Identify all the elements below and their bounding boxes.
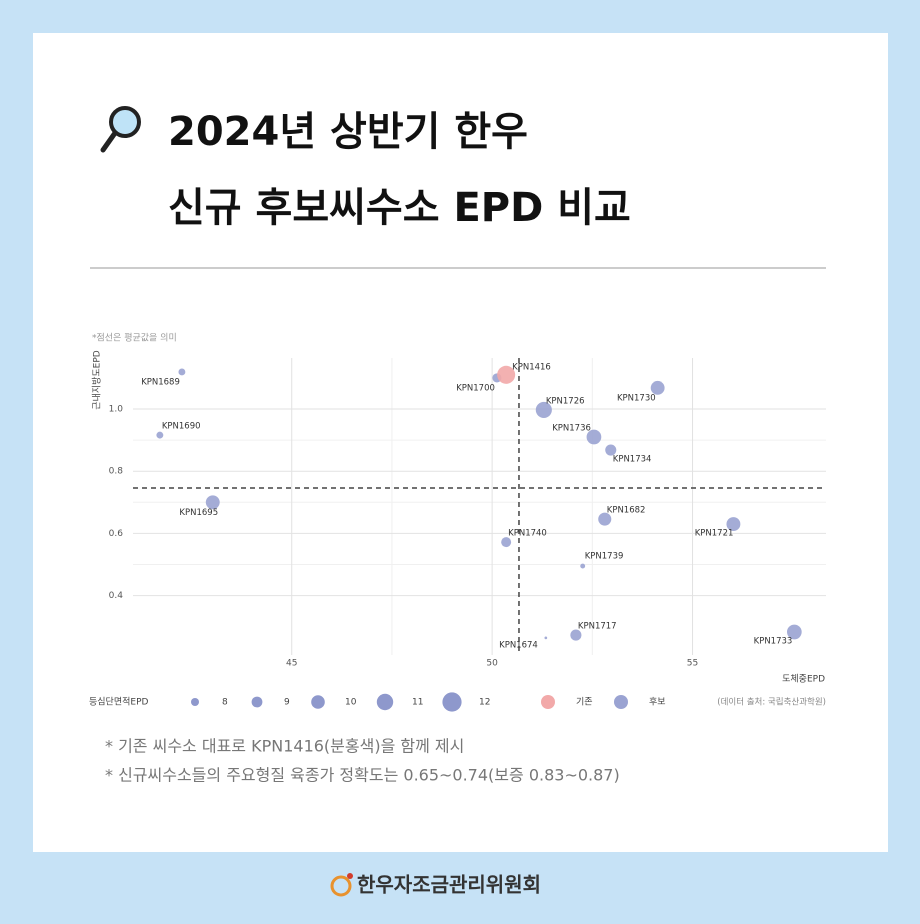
bubble [650, 380, 665, 395]
point-label: KPN1739 [585, 552, 624, 562]
bubble [497, 365, 516, 384]
point-label: KPN1721 [695, 529, 734, 539]
note: * 기존 씨수소 대표로 KPN1416(분홍색)을 함께 제시 [105, 737, 464, 756]
bubble [586, 429, 602, 445]
bubble [570, 629, 582, 641]
magnifier-icon [100, 106, 141, 153]
legend-label: 후보 [649, 697, 666, 708]
bubble [535, 401, 552, 418]
point-label: KPN1416 [512, 362, 551, 372]
x-tick-label: 55 [687, 659, 698, 669]
size-legend-key [191, 698, 199, 706]
y-tick-label: 0.6 [109, 529, 124, 539]
y-axis-label: 근내지방도EPD [92, 350, 103, 410]
legend-label: 기존 [576, 697, 593, 708]
size-legend-key [442, 692, 462, 712]
size-legend-label: 10 [345, 698, 357, 708]
bubble [726, 517, 741, 532]
footer-logo [330, 873, 353, 897]
chart-note: *점선은 평균값을 의미 [92, 332, 177, 344]
size-legend-label: 9 [284, 698, 290, 708]
y-tick-label: 1.0 [109, 405, 124, 415]
y-tick-label: 0.4 [109, 591, 124, 601]
size-legend-label: 12 [479, 698, 490, 708]
source: (데이터 출처: 국립축산과학원) [717, 697, 826, 708]
point-label: KPN1740 [508, 529, 547, 539]
point-label: KPN1682 [607, 506, 646, 516]
bubble [605, 444, 617, 456]
point-label: KPN1730 [617, 393, 656, 403]
size-legend-label: 11 [412, 698, 423, 708]
title-line: 신규 후보씨수소 EPD 비교 [168, 185, 631, 231]
point-label: KPN1690 [162, 422, 201, 432]
legend-key [541, 695, 555, 709]
legend-key [614, 695, 628, 709]
note: * 신규씨수소들의 주요형질 육종가 정확도는 0.65~0.74(보증 0.8… [105, 766, 620, 785]
bubble [598, 512, 612, 526]
bubble [786, 624, 802, 640]
size-legend-key [251, 696, 263, 708]
size-legend-label: 8 [222, 698, 228, 708]
y-tick-label: 0.8 [109, 467, 124, 477]
size-legend-title: 등심단면적EPD [89, 696, 149, 708]
card [33, 33, 888, 852]
bubble [580, 563, 586, 569]
point-label: KPN1695 [179, 508, 218, 518]
point-label: KPN1674 [499, 640, 538, 650]
point-label: KPN1700 [456, 383, 495, 393]
point-label: KPN1689 [141, 377, 180, 387]
point-label: KPN1726 [546, 396, 585, 406]
bubble [205, 495, 220, 510]
footer-org: 한우자조금관리위원회 [357, 873, 541, 897]
bubble [501, 537, 512, 548]
x-tick-label: 45 [286, 659, 297, 669]
point-label: KPN1736 [552, 423, 591, 433]
size-legend-key [376, 693, 394, 711]
title-line: 2024년 상반기 한우 [168, 109, 528, 155]
point-label: KPN1733 [754, 636, 793, 646]
x-axis-label: 도체중EPD [782, 674, 825, 685]
x-tick-label: 50 [486, 659, 498, 669]
bubble [156, 431, 164, 439]
point-label: KPN1734 [613, 455, 652, 465]
point-label: KPN1717 [578, 622, 617, 632]
bubble [544, 636, 548, 640]
bubble [178, 368, 186, 376]
size-legend-key [311, 695, 325, 709]
